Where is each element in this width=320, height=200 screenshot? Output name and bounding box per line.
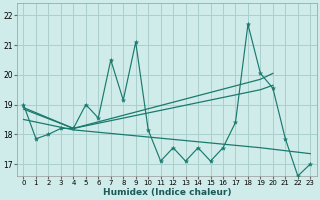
X-axis label: Humidex (Indice chaleur): Humidex (Indice chaleur) xyxy=(103,188,231,197)
